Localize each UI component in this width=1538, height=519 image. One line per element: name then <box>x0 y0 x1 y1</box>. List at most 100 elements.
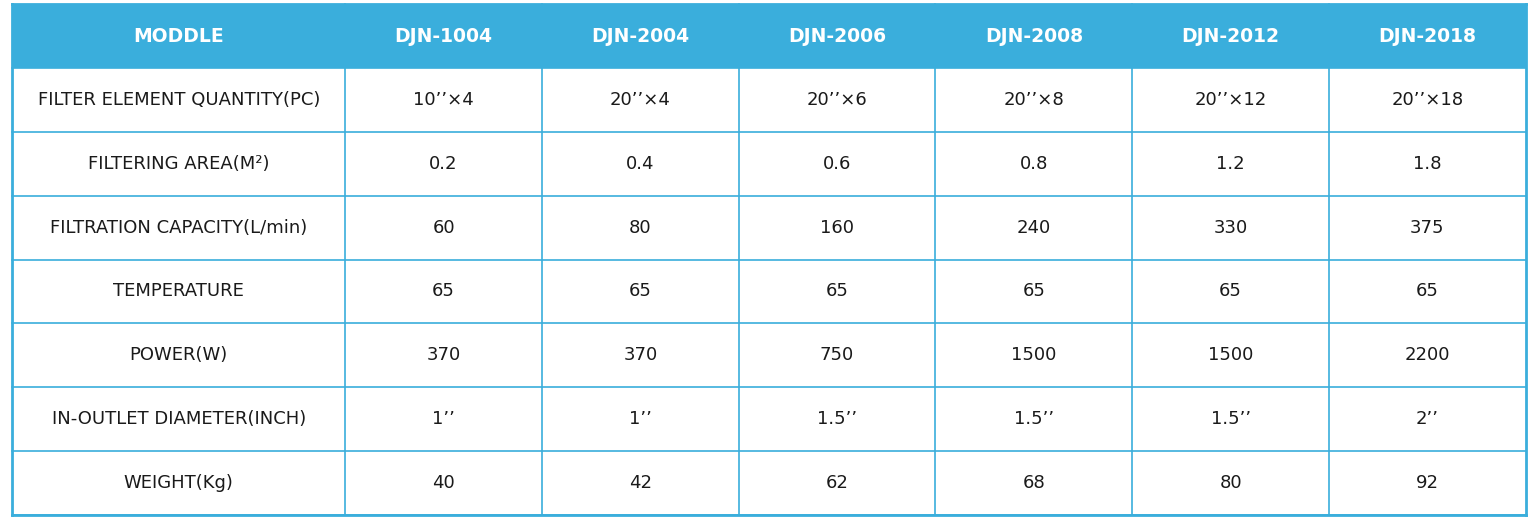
Bar <box>935 196 1132 260</box>
Bar <box>541 196 738 260</box>
Text: 62: 62 <box>826 474 849 492</box>
Text: 65: 65 <box>629 282 652 301</box>
Text: 1.8: 1.8 <box>1413 155 1441 173</box>
Bar <box>12 260 345 323</box>
Bar <box>12 68 345 132</box>
Bar <box>541 260 738 323</box>
Text: MODDLE: MODDLE <box>134 26 225 46</box>
Bar <box>12 4 345 68</box>
Bar <box>738 387 935 451</box>
Bar <box>738 68 935 132</box>
Text: 20’’×4: 20’’×4 <box>611 91 671 109</box>
Bar <box>935 132 1132 196</box>
Bar <box>541 323 738 387</box>
Bar <box>1132 68 1329 132</box>
Bar <box>12 451 345 515</box>
Text: 20’’×18: 20’’×18 <box>1392 91 1463 109</box>
Text: 750: 750 <box>820 346 854 364</box>
Text: 65: 65 <box>1023 282 1046 301</box>
Bar <box>935 68 1132 132</box>
Text: 65: 65 <box>1220 282 1243 301</box>
Text: DJN-2018: DJN-2018 <box>1378 26 1476 46</box>
Text: FILTER ELEMENT QUANTITY(PC): FILTER ELEMENT QUANTITY(PC) <box>37 91 320 109</box>
Bar <box>1329 68 1526 132</box>
Bar <box>738 451 935 515</box>
Text: 68: 68 <box>1023 474 1046 492</box>
Text: WEIGHT(Kg): WEIGHT(Kg) <box>125 474 234 492</box>
Text: 0.8: 0.8 <box>1020 155 1047 173</box>
Bar <box>935 4 1132 68</box>
Bar <box>935 451 1132 515</box>
Bar <box>541 387 738 451</box>
Text: 1’’: 1’’ <box>629 410 652 428</box>
Bar <box>738 323 935 387</box>
Bar <box>738 260 935 323</box>
Bar <box>541 451 738 515</box>
Text: IN-OUTLET DIAMETER(INCH): IN-OUTLET DIAMETER(INCH) <box>52 410 306 428</box>
Text: TEMPERATURE: TEMPERATURE <box>114 282 245 301</box>
Bar <box>1132 132 1329 196</box>
Bar <box>1329 260 1526 323</box>
Text: 1500: 1500 <box>1207 346 1253 364</box>
Bar <box>345 196 541 260</box>
Bar <box>1132 196 1329 260</box>
Text: 20’’×8: 20’’×8 <box>1003 91 1064 109</box>
Text: DJN-2008: DJN-2008 <box>984 26 1083 46</box>
Text: 370: 370 <box>623 346 657 364</box>
Bar <box>1329 387 1526 451</box>
Text: 1’’: 1’’ <box>432 410 455 428</box>
Text: 1500: 1500 <box>1010 346 1057 364</box>
Text: 20’’×6: 20’’×6 <box>807 91 867 109</box>
Bar <box>541 4 738 68</box>
Text: 240: 240 <box>1017 218 1050 237</box>
Text: DJN-2006: DJN-2006 <box>787 26 886 46</box>
Bar <box>738 132 935 196</box>
Text: 160: 160 <box>820 218 854 237</box>
Text: 2200: 2200 <box>1404 346 1450 364</box>
Bar <box>1329 323 1526 387</box>
Text: 80: 80 <box>629 218 652 237</box>
Bar <box>1132 387 1329 451</box>
Text: 1.5’’: 1.5’’ <box>1014 410 1054 428</box>
Text: 10’’×4: 10’’×4 <box>414 91 474 109</box>
Bar <box>935 323 1132 387</box>
Text: DJN-2012: DJN-2012 <box>1181 26 1280 46</box>
Bar <box>541 68 738 132</box>
Text: FILTERING AREA(M²): FILTERING AREA(M²) <box>88 155 269 173</box>
Bar <box>345 323 541 387</box>
Bar <box>1132 451 1329 515</box>
Bar <box>738 4 935 68</box>
Text: 1.2: 1.2 <box>1217 155 1244 173</box>
Bar <box>1132 4 1329 68</box>
Bar <box>345 68 541 132</box>
Text: 370: 370 <box>426 346 461 364</box>
Text: 65: 65 <box>432 282 455 301</box>
Bar <box>1132 260 1329 323</box>
Text: 20’’×12: 20’’×12 <box>1195 91 1267 109</box>
Bar <box>1329 196 1526 260</box>
Bar <box>541 132 738 196</box>
Text: 42: 42 <box>629 474 652 492</box>
Text: 40: 40 <box>432 474 455 492</box>
Text: 92: 92 <box>1416 474 1440 492</box>
Bar <box>1132 323 1329 387</box>
Text: 330: 330 <box>1213 218 1247 237</box>
Text: DJN-2004: DJN-2004 <box>591 26 689 46</box>
Bar <box>935 387 1132 451</box>
Bar <box>345 260 541 323</box>
Text: 0.2: 0.2 <box>429 155 458 173</box>
Text: 0.6: 0.6 <box>823 155 852 173</box>
Text: FILTRATION CAPACITY(L/min): FILTRATION CAPACITY(L/min) <box>51 218 308 237</box>
Bar <box>12 196 345 260</box>
Text: DJN-1004: DJN-1004 <box>395 26 492 46</box>
Text: 60: 60 <box>432 218 455 237</box>
Text: 65: 65 <box>826 282 849 301</box>
Text: 1.5’’: 1.5’’ <box>817 410 857 428</box>
Bar <box>345 132 541 196</box>
Text: 2’’: 2’’ <box>1416 410 1440 428</box>
Bar <box>738 196 935 260</box>
Text: 375: 375 <box>1410 218 1444 237</box>
Text: 65: 65 <box>1416 282 1438 301</box>
Bar <box>345 387 541 451</box>
Bar <box>345 4 541 68</box>
